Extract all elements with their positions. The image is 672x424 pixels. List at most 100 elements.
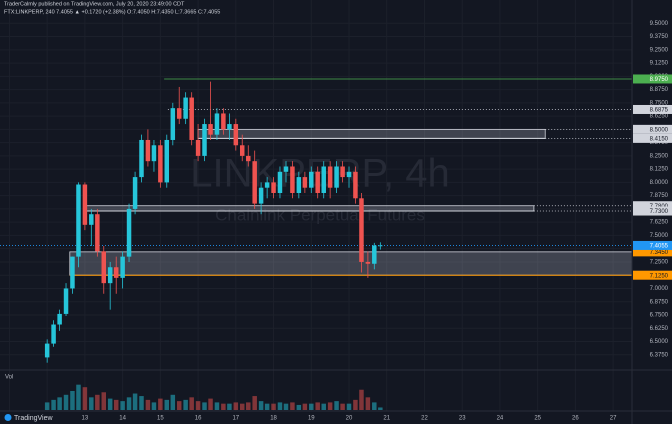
candle-body (340, 166, 345, 178)
x-tick-label: 25 (534, 416, 541, 422)
watermark: LINKPERP, 4h (190, 152, 449, 196)
volume-bar (107, 398, 113, 410)
price-badge (633, 206, 672, 216)
publish-info: TraderCalmly published on TradingView.co… (4, 1, 185, 7)
volume-bar (277, 402, 283, 410)
candle-body (327, 166, 333, 188)
candle-body (51, 324, 56, 344)
y-tick-label: 8.6250 (650, 114, 669, 120)
volume-bar (353, 399, 358, 410)
candle-body (321, 166, 326, 193)
candle-body (359, 198, 364, 262)
y-tick-label: 7.6250 (650, 220, 669, 226)
candle-body (365, 261, 371, 264)
x-tick-label: 27 (610, 416, 617, 422)
candle-body (252, 161, 257, 204)
y-tick-label: 7.5000 (650, 233, 669, 239)
volume-bar (70, 391, 75, 410)
y-tick-label: 7.2500 (650, 260, 669, 266)
x-tick-label: 26 (572, 416, 579, 422)
volume-bar (132, 393, 138, 410)
candle-body (221, 113, 226, 130)
candle-body (70, 256, 75, 289)
candle-body (202, 124, 207, 156)
candle-body (208, 124, 213, 135)
volume-bar (359, 389, 364, 410)
volume-bar (233, 402, 239, 410)
candle-body (89, 214, 94, 225)
candle-body (258, 187, 264, 204)
zone (84, 205, 535, 212)
volume-bar (214, 402, 220, 410)
zone (197, 128, 546, 139)
candle-body (353, 171, 358, 199)
price-badge (633, 247, 672, 257)
candle-body (101, 251, 107, 284)
volume-bar (264, 403, 270, 410)
volume-bar (208, 398, 213, 410)
y-tick-label: 9.5000 (650, 21, 669, 27)
candle-body (139, 139, 144, 178)
volume-bar (327, 402, 333, 410)
volume-bar (44, 402, 50, 410)
y-tick-label: 7.0000 (650, 286, 669, 292)
volume-bar (95, 394, 100, 410)
zone (69, 251, 633, 276)
x-tick-label: 14 (119, 416, 126, 422)
price-badge (633, 240, 672, 250)
candle-body (378, 245, 383, 247)
y-tick-label: 9.3750 (650, 34, 669, 40)
x-tick-label: 18 (270, 416, 277, 422)
price-badge-label: 8.9750 (650, 77, 669, 83)
volume-bar (89, 397, 94, 410)
price-badge (633, 133, 672, 143)
candle-body (132, 177, 138, 209)
volume-bar (271, 403, 276, 410)
volume-bar (120, 401, 125, 410)
volume-bar (221, 403, 226, 410)
x-tick-label: 24 (497, 416, 504, 422)
y-tick-label: 6.3750 (650, 352, 669, 358)
candle-body (189, 97, 194, 140)
volume-bar (246, 402, 251, 410)
volume-bar (176, 401, 182, 410)
candle-body (195, 139, 201, 156)
volume-bar (145, 399, 151, 410)
price-badge-label: 7.4055 (650, 244, 669, 250)
y-tick-label: 7.8750 (650, 193, 669, 199)
candle-body (277, 171, 283, 193)
candle-body (126, 208, 132, 257)
candle-body (233, 124, 239, 146)
brand: TradingView (14, 415, 53, 422)
candle-body (44, 343, 50, 358)
candle-body (296, 177, 302, 193)
candle-body (170, 108, 176, 140)
price-badge-label: 8.5000 (650, 127, 669, 133)
candle-body (57, 313, 62, 325)
volume-bar (372, 402, 377, 410)
candle-body (164, 139, 170, 183)
candle-body (227, 124, 232, 130)
volume-bar (189, 397, 194, 410)
y-tick-label: 6.5000 (650, 339, 669, 345)
candle-body (158, 145, 163, 183)
volume-bar (82, 387, 88, 410)
price-badge-label: 7.3450 (650, 250, 669, 256)
candle-body (176, 108, 182, 119)
price-badge (633, 74, 672, 84)
volume-bar (290, 402, 295, 410)
volume-bar (158, 398, 163, 410)
volume-bar (51, 399, 56, 410)
volume-label: Vol (5, 375, 13, 381)
volume-bar (63, 394, 69, 410)
price-badge-label: 7.7300 (650, 209, 669, 215)
price-badge (633, 124, 672, 134)
volume-bar (239, 403, 245, 410)
brand-logo (4, 414, 12, 421)
x-tick-label: 21 (383, 416, 390, 422)
candle-body (120, 256, 125, 278)
candle-body (76, 184, 81, 257)
candle-body (264, 182, 270, 188)
y-tick-label: 8.7500 (650, 100, 669, 106)
volume-bar (170, 394, 176, 410)
